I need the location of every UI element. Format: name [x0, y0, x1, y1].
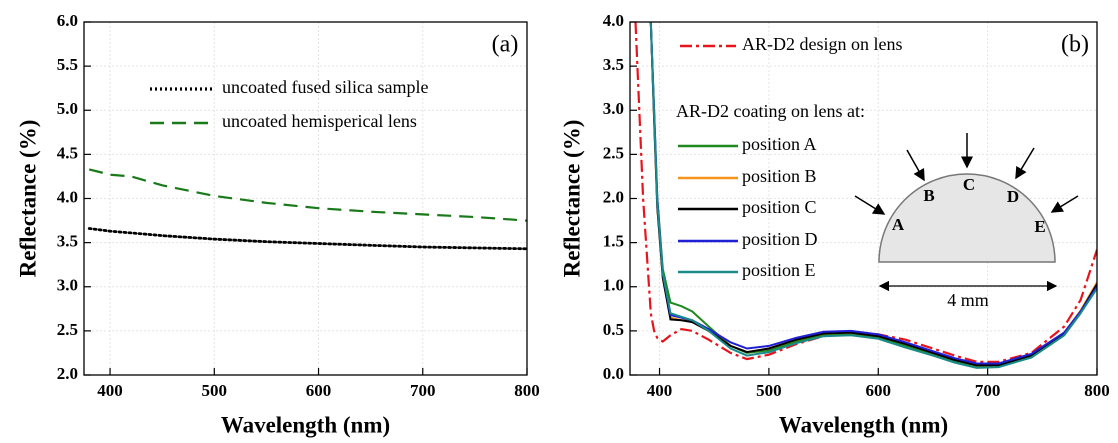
- inset-diagram: [854, 133, 1079, 292]
- y-tick-label: 1.0: [603, 276, 624, 295]
- series-line: [88, 168, 527, 222]
- y-tick-label: 4.0: [603, 11, 624, 30]
- y-tick-label: 2.0: [57, 364, 78, 383]
- x-tick-label: 800: [514, 381, 540, 400]
- legend-label: position B: [742, 166, 817, 186]
- legend-label: position C: [742, 197, 817, 217]
- legend-label: uncoated fused silica sample: [222, 77, 428, 97]
- panel-label: (b): [1061, 32, 1089, 58]
- y-tick-label: 2.5: [57, 320, 78, 339]
- inset-scale: 4 mm: [947, 290, 989, 310]
- inset-label: A: [892, 215, 905, 234]
- series-line: [634, 22, 1097, 363]
- y-tick-label: 4.5: [57, 143, 78, 162]
- y-axis-title: Reflectance (%): [559, 120, 584, 278]
- x-tick-label: 700: [975, 381, 1001, 400]
- legend-label: position D: [742, 229, 818, 249]
- arrow: [1050, 195, 1079, 213]
- inset-label: B: [923, 186, 934, 205]
- y-tick-label: 0.5: [603, 320, 624, 339]
- x-tick-label: 500: [756, 381, 782, 400]
- x-axis-title: Wavelength (nm): [221, 412, 390, 437]
- inset-label: C: [963, 175, 975, 194]
- series-line: [649, 22, 1097, 367]
- y-tick-label: 5.0: [57, 99, 78, 118]
- x-tick-label: 700: [410, 381, 436, 400]
- series-line: [649, 22, 1097, 365]
- arrow: [854, 195, 886, 215]
- legend-label: position E: [742, 260, 816, 280]
- arrow: [1015, 147, 1035, 180]
- legend-label: position A: [742, 134, 817, 154]
- y-tick-label: 3.5: [603, 55, 624, 74]
- y-tick-label: 0.0: [603, 364, 624, 383]
- y-tick-label: 3.0: [57, 276, 78, 295]
- legend-label: AR-D2 design on lens: [742, 34, 903, 54]
- series-line: [649, 22, 1097, 367]
- arrow: [906, 149, 925, 182]
- y-tick-label: 1.5: [603, 232, 624, 251]
- plot-frame: [629, 21, 1098, 376]
- x-tick-label: 600: [306, 381, 332, 400]
- y-tick-label: 2.5: [603, 143, 624, 162]
- x-tick-label: 400: [647, 381, 673, 400]
- y-tick-label: 3.0: [603, 99, 624, 118]
- plot-frame: [83, 21, 528, 376]
- inset-label: E: [1034, 217, 1045, 236]
- x-tick-label: 600: [866, 381, 892, 400]
- x-tick-label: 400: [97, 381, 123, 400]
- lens-shape: [878, 173, 1056, 263]
- panel-label: (a): [492, 32, 519, 58]
- x-tick-label: 500: [202, 381, 228, 400]
- series-line: [87, 227, 527, 251]
- y-axis-title: Reflectance (%): [15, 120, 40, 278]
- series-line: [649, 22, 1097, 369]
- x-tick-label: 800: [1084, 381, 1110, 400]
- y-tick-label: 2.0: [603, 187, 624, 206]
- y-tick-label: 4.0: [57, 187, 78, 206]
- inset-label: D: [1007, 187, 1019, 206]
- x-axis-title: Wavelength (nm): [779, 412, 948, 437]
- y-tick-label: 6.0: [57, 11, 78, 30]
- series-line: [649, 22, 1097, 368]
- legend-title: AR-D2 coating on lens at:: [676, 101, 865, 121]
- legend-label: uncoated hemisperical lens: [222, 111, 417, 131]
- y-tick-label: 5.5: [57, 55, 78, 74]
- y-tick-label: 3.5: [57, 232, 78, 251]
